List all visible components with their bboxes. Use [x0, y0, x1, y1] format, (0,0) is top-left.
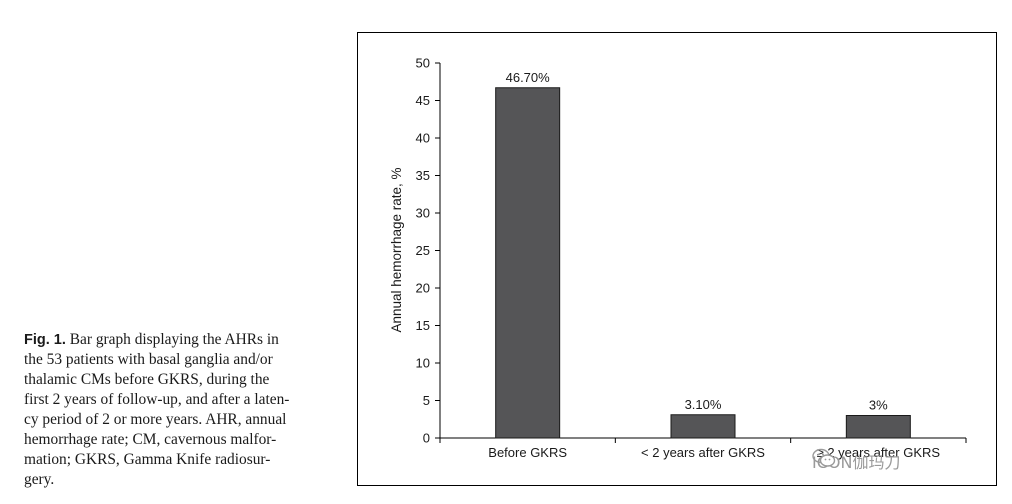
caption-line: the 53 patients with basal ganglia and/o…	[24, 351, 273, 368]
chart-labels: 46.70% Before GKRS 3.10% < 2 years after GK…	[488, 70, 940, 460]
y-tick-label: 50	[416, 56, 430, 71]
figure-label: Fig. 1.	[24, 332, 66, 348]
x-category-label: ≥ 2 years after GKRS	[817, 445, 941, 460]
caption-line: gery.	[24, 471, 55, 488]
y-tick-label: 30	[416, 206, 430, 221]
caption-line: thalamic CMs before GKRS, during the	[24, 371, 270, 388]
x-category-label: < 2 years after GKRS	[641, 445, 765, 460]
chart-bars	[495, 87, 911, 439]
caption-line: Bar graph displaying the AHRs in	[65, 331, 279, 348]
y-tick-label: 40	[416, 131, 430, 146]
caption-line: mation; GKRS, Gamma Knife radiosur-	[24, 451, 271, 468]
caption-line: cy period of 2 or more years. AHR, annua…	[24, 411, 287, 428]
bar-data-label: 46.70%	[506, 70, 551, 85]
y-tick-label: 5	[423, 393, 430, 408]
y-tick-label: 45	[416, 93, 430, 108]
bar-data-label: 3%	[869, 398, 888, 413]
figure-caption: Fig. 1. Bar graph displaying the AHRs in…	[24, 330, 336, 490]
y-tick-label: 15	[416, 318, 430, 333]
bar	[670, 414, 736, 439]
chart-frame	[357, 32, 997, 486]
y-tick-label: 20	[416, 281, 430, 296]
y-tick-label: 0	[423, 431, 430, 446]
bar	[495, 87, 561, 439]
bar-data-label: 3.10%	[685, 397, 722, 412]
y-axis-label: Annual hemorrhage rate, %	[389, 167, 404, 332]
watermark: ICON伽玛刀	[812, 448, 900, 474]
y-tick-label: 35	[416, 168, 430, 183]
caption-line: first 2 years of follow-up, and after a …	[24, 391, 290, 408]
wechat-icon	[812, 448, 836, 467]
y-tick-label: 10	[416, 356, 430, 371]
x-category-label: Before GKRS	[488, 445, 567, 460]
y-tick-label: 25	[416, 243, 430, 258]
bar	[845, 415, 911, 439]
caption-line: hemorrhage rate; CM, cavernous malfor-	[24, 431, 277, 448]
